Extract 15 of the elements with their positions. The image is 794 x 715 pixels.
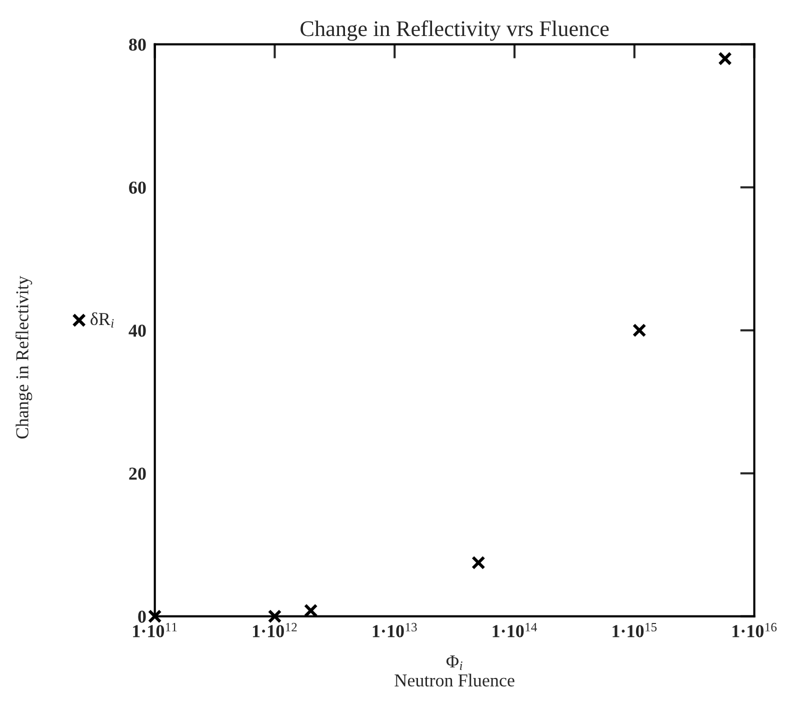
x-tick-label: 1·10$^{12}$ <box>252 622 297 638</box>
y-tick-label: 60 <box>129 182 146 194</box>
x-tick-label: 1·10$^{13}$ <box>372 622 417 638</box>
x-tick-label: 1·10$^{14}$ <box>492 622 537 638</box>
legend-label: δR$_{i}$ <box>90 312 114 328</box>
x-axis-title: Φ$_{i}$ Neutron Fluence <box>394 656 514 687</box>
y-tick-label: 80 <box>129 38 146 51</box>
x-tick-label: 1·10$^{15}$ <box>612 622 657 638</box>
chart-title: Change in Reflectivity vrs Fluence <box>300 20 609 41</box>
y-tick-label: 40 <box>128 324 146 337</box>
y-tick-label: 20 <box>129 468 146 480</box>
x-tick-label: 1·10$^{11}$ <box>133 622 177 638</box>
x-tick-label: 1·10$^{16}$ <box>732 622 777 638</box>
text: Change in Reflectivity <box>16 276 32 438</box>
y-tick-label: 0 <box>138 610 146 623</box>
